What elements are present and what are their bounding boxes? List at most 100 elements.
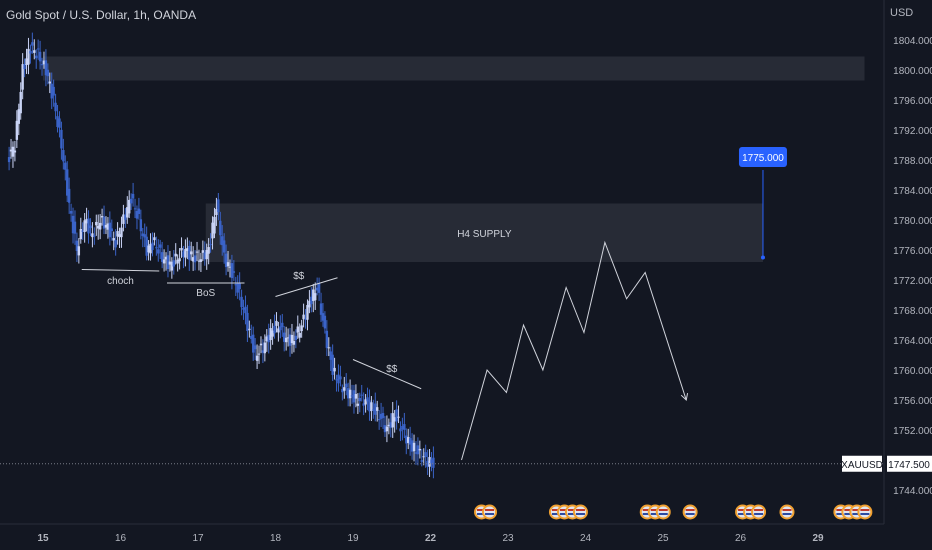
candle-body [403,424,406,430]
candle-body [157,249,160,254]
candle-body [381,413,385,418]
symbol-tag[interactable] [842,455,882,472]
candle-body [412,442,416,452]
candle-body [114,240,117,248]
candle-body [253,345,257,350]
candle-body [383,425,387,433]
candle-body [432,457,435,468]
candle-body [335,379,338,381]
candle-body [83,220,86,232]
top-zone-zone[interactable] [43,56,865,81]
candle-body [343,387,346,391]
choch-line[interactable] [81,269,160,272]
liquidity-1-line[interactable] [275,277,338,297]
candle-body [376,407,379,411]
candle-body [273,325,276,334]
candle-body [408,438,412,445]
event-flag-stripe [738,509,748,511]
candle-body [29,50,32,54]
candle-body [15,120,19,140]
candle-body [339,376,342,380]
price-tick-label: 1768.000 [893,306,932,317]
price-tick-label: 1800.000 [893,66,932,77]
projection-path[interactable] [461,240,687,461]
candle-body [281,322,284,328]
event-flag-stripe [642,513,652,515]
candle-body [366,397,369,402]
candle-body [319,303,323,315]
candle-body [422,456,425,458]
candle-body [131,193,135,199]
event-flag-stripe [746,509,756,511]
candle-body [98,222,102,230]
candle-body [420,460,423,462]
candle-body [25,58,28,66]
candle-body [199,259,203,262]
event-flag-inner [859,506,871,518]
candle-body [312,289,315,301]
current-price-tag[interactable] [887,455,932,472]
candle-body [219,220,222,236]
date-tick-label: 23 [502,533,514,544]
candle-body [42,60,46,65]
event-flag-stripe [738,513,748,515]
price-tick-label: 1796.000 [893,96,932,107]
candle-body [244,306,247,314]
chart-title: Gold Spot / U.S. Dollar, 1h, OANDA [6,8,197,22]
price-tick-label: 1772.000 [893,276,932,287]
candle-body [46,69,50,77]
target-badge[interactable] [738,147,787,167]
candle-body [356,403,360,406]
liquidity-2-line[interactable] [352,359,422,390]
candle-body [222,240,226,253]
candle-body [414,452,418,454]
candle-body [67,188,71,203]
candle-body [348,389,352,399]
candle-body [416,445,420,455]
date-tick-label: 18 [270,533,282,544]
event-flag-stripe [551,513,561,515]
candle-body [164,256,168,260]
candle-body [255,355,259,361]
event-flag-stripe [559,509,569,511]
event-flag-stripe [844,513,854,515]
projection-arrowhead [680,393,689,401]
candle-body [35,55,38,59]
target-price-label: 1775.000 [742,153,784,164]
candle-body [93,235,96,237]
candle-body [102,216,106,229]
candle-body [188,245,191,260]
candle-body [160,252,164,262]
price-tick-label: 1804.000 [893,36,932,47]
candle-body [38,51,42,62]
candle-body [178,258,181,262]
candle-body [33,50,36,53]
candle-body [21,64,24,90]
event-flag-stripe [650,513,660,515]
candle-body [151,242,154,251]
bos-label: BoS [196,288,215,299]
event-flag-stripe [782,513,792,515]
price-tick-label: 1752.000 [893,426,932,437]
candle-body [9,149,13,152]
candle-body [106,223,110,230]
candle-body [259,343,263,346]
candle-body [124,214,127,220]
candle-body [153,237,156,241]
candle-body [352,390,356,403]
candle-body [418,448,422,451]
candle-body [350,395,354,397]
date-tick-label: 24 [580,533,592,544]
candle-body [325,330,329,348]
candle-body [267,334,270,343]
candle-body [64,162,67,170]
candle-body [129,198,133,204]
candle-body [230,263,234,279]
candle-body [269,328,272,341]
candle-body [75,240,79,251]
h4-supply-zone[interactable] [205,203,763,263]
candle-body [23,64,26,70]
candle-body [370,402,373,412]
